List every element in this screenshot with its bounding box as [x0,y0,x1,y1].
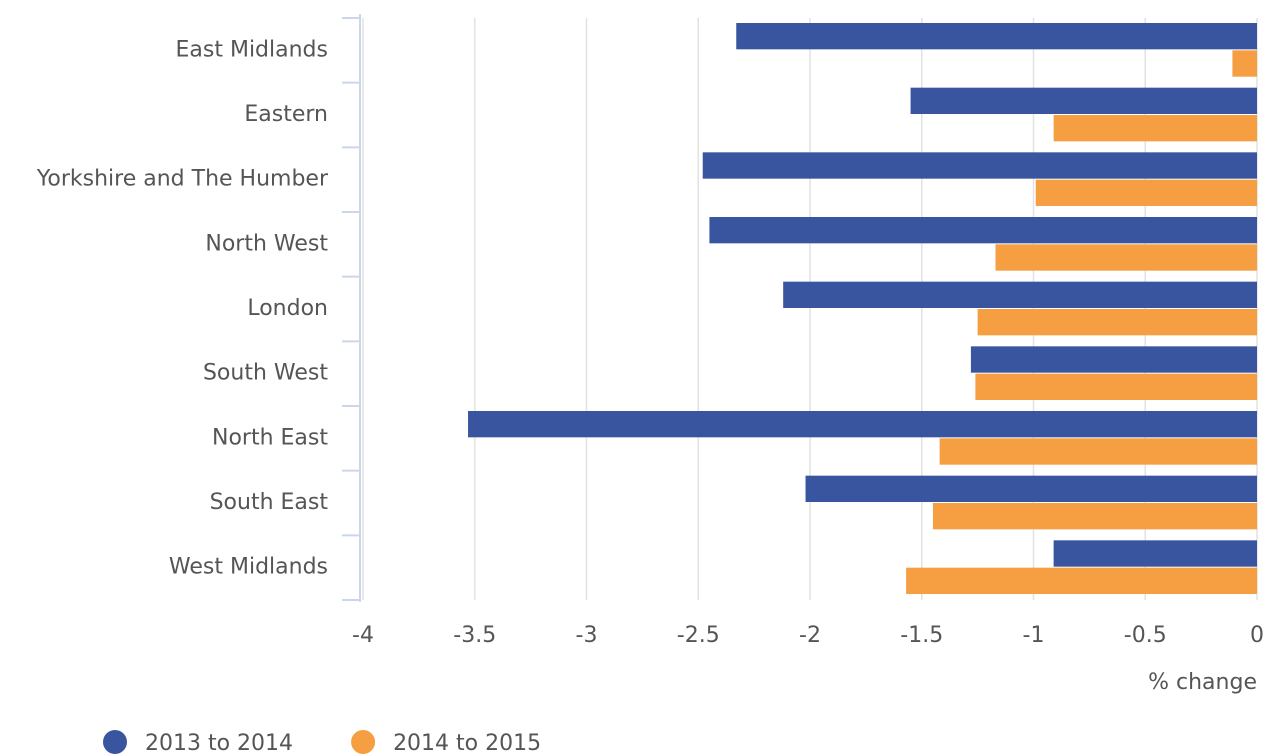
bar [970,346,1257,373]
x-axis-label: % change [1148,670,1257,695]
bar [910,87,1257,114]
x-tick-label: -4 [352,623,374,648]
y-tick-label: North West [205,231,328,256]
x-tick-label: -2.5 [677,623,720,648]
x-tick-label: -1.5 [900,623,943,648]
y-tick-label: South West [203,361,328,386]
bar [995,244,1257,271]
y-tick-label: South East [210,490,329,515]
bar [975,373,1257,400]
bar [468,411,1257,438]
bar [1053,115,1257,142]
legend-marker [103,730,127,754]
x-tick-label: 0 [1250,623,1264,648]
bar [939,438,1257,465]
bar [783,281,1257,308]
y-tick-label: London [247,296,328,321]
bar [1035,179,1257,206]
x-tick-label: -2 [799,623,821,648]
legend-label: 2013 to 2014 [145,731,293,756]
bar [702,152,1257,179]
bar [932,503,1257,530]
x-tick-label: -3 [576,623,598,648]
y-tick-label: Eastern [244,102,328,127]
bar [1053,540,1257,567]
bar [736,23,1257,50]
legend-marker [351,730,376,754]
y-tick-label: North East [212,425,328,450]
bar [977,309,1257,336]
bar [805,475,1257,502]
x-tick-label: -0.5 [1124,623,1167,648]
bar [1232,50,1257,77]
y-tick-label: East Midlands [176,37,329,62]
bar [906,567,1257,594]
bar [709,217,1257,244]
legend-label: 2014 to 2015 [393,731,541,756]
x-tick-label: -1 [1023,623,1045,648]
y-tick-label: West Midlands [169,555,328,580]
x-tick-label: -3.5 [453,623,496,648]
y-tick-label: Yorkshire and The Humber [36,167,329,192]
